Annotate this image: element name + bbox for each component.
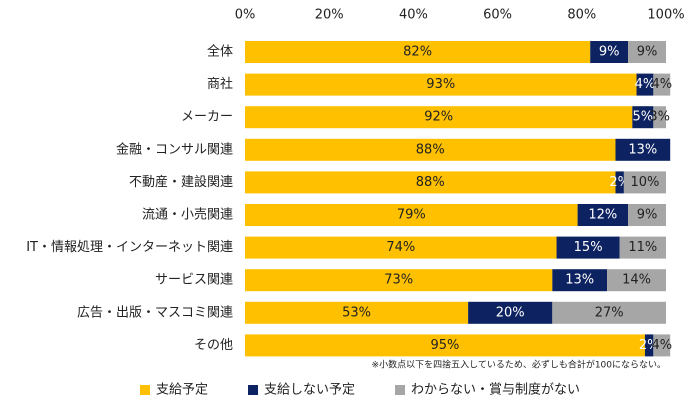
bar-segment bbox=[619, 236, 666, 259]
bar-segment bbox=[245, 171, 616, 194]
value-label: 95% bbox=[431, 338, 460, 353]
value-label: 74% bbox=[386, 240, 415, 255]
bar-segment bbox=[468, 301, 553, 324]
legend-swatch bbox=[248, 385, 259, 395]
value-label: 88% bbox=[416, 142, 445, 157]
x-tick-label: 40% bbox=[399, 8, 428, 23]
x-tick-label: 80% bbox=[567, 8, 596, 23]
value-label: 13% bbox=[628, 142, 657, 157]
value-label: 88% bbox=[416, 175, 445, 190]
value-label: 10% bbox=[630, 175, 659, 190]
y-tick-label: IT・情報処理・インターネット関連 bbox=[26, 240, 233, 255]
bar-segment bbox=[577, 204, 629, 226]
bar-segment bbox=[245, 334, 645, 357]
legend-label: 支給しない予定 bbox=[264, 383, 355, 398]
legend-swatch bbox=[395, 385, 406, 395]
bar-segment bbox=[607, 269, 666, 292]
bar-segment bbox=[552, 301, 666, 324]
bar-segment bbox=[590, 41, 629, 63]
y-tick-label: 広告・出版・マスコミ関連 bbox=[77, 305, 233, 320]
bar-segment bbox=[245, 236, 557, 259]
value-label: 20% bbox=[496, 305, 525, 320]
bar-segment bbox=[623, 171, 666, 194]
x-tick-label: 60% bbox=[483, 8, 512, 23]
bar-segment bbox=[245, 106, 633, 129]
value-label: 73% bbox=[384, 273, 413, 288]
value-label: 5% bbox=[633, 110, 654, 125]
y-tick-label: 全体 bbox=[207, 44, 233, 60]
x-tick-label: 20% bbox=[315, 8, 344, 23]
bar-segment bbox=[636, 73, 654, 96]
value-label: 53% bbox=[342, 305, 371, 320]
bar-segment bbox=[653, 106, 666, 129]
value-label: 79% bbox=[397, 208, 426, 223]
bar-segment bbox=[245, 41, 591, 63]
bar-segment bbox=[552, 269, 608, 292]
note: ※小数点以下を四捨五入しているため、必ずしも合計が100にならない。 bbox=[372, 359, 666, 371]
bar-segment bbox=[628, 41, 666, 63]
bar-segment bbox=[653, 73, 671, 96]
value-label: 3% bbox=[649, 110, 670, 125]
bar-segment bbox=[644, 334, 654, 357]
value-label: 4% bbox=[651, 338, 672, 353]
value-label: 9% bbox=[599, 45, 620, 60]
value-label: 13% bbox=[565, 273, 594, 288]
value-label: 82% bbox=[403, 45, 432, 60]
value-label: 4% bbox=[651, 77, 672, 92]
bar-segment bbox=[628, 204, 666, 226]
value-label: 4% bbox=[635, 77, 656, 92]
value-label: 12% bbox=[588, 208, 617, 223]
bar-segment bbox=[615, 171, 624, 194]
bar-segment bbox=[632, 106, 654, 129]
value-label: 93% bbox=[426, 77, 455, 92]
value-label: 11% bbox=[628, 240, 657, 255]
bar-segment bbox=[245, 138, 616, 161]
x-tick-label: 0% bbox=[235, 8, 256, 23]
y-tick-label: 不動産・建設関連 bbox=[129, 174, 233, 190]
x-tick-label: 100% bbox=[647, 8, 684, 23]
bar-segment bbox=[245, 269, 553, 292]
y-tick-label: メーカー bbox=[181, 110, 233, 125]
legend-label: わからない・賞与制度がない bbox=[411, 382, 580, 398]
bar-segment bbox=[556, 236, 620, 259]
value-label: 27% bbox=[595, 305, 624, 320]
legend-label: 支給予定 bbox=[156, 383, 208, 398]
bar-segment bbox=[245, 73, 637, 96]
y-tick-label: 商社 bbox=[207, 76, 233, 92]
bar-segment bbox=[653, 334, 671, 357]
value-label: 14% bbox=[622, 273, 651, 288]
value-label: 9% bbox=[637, 208, 658, 223]
value-label: 15% bbox=[574, 240, 603, 255]
bar-segment bbox=[245, 204, 578, 226]
y-tick-label: 流通・小売関連 bbox=[142, 207, 233, 223]
value-label: 92% bbox=[424, 110, 453, 125]
legend-swatch bbox=[140, 385, 150, 395]
value-label: 9% bbox=[637, 45, 658, 60]
bar-segment bbox=[245, 301, 469, 324]
bar-segment bbox=[615, 138, 671, 161]
y-tick-label: その他 bbox=[194, 338, 233, 353]
y-tick-label: 金融・コンサル関連 bbox=[116, 141, 233, 157]
y-tick-label: サービス関連 bbox=[155, 273, 233, 288]
